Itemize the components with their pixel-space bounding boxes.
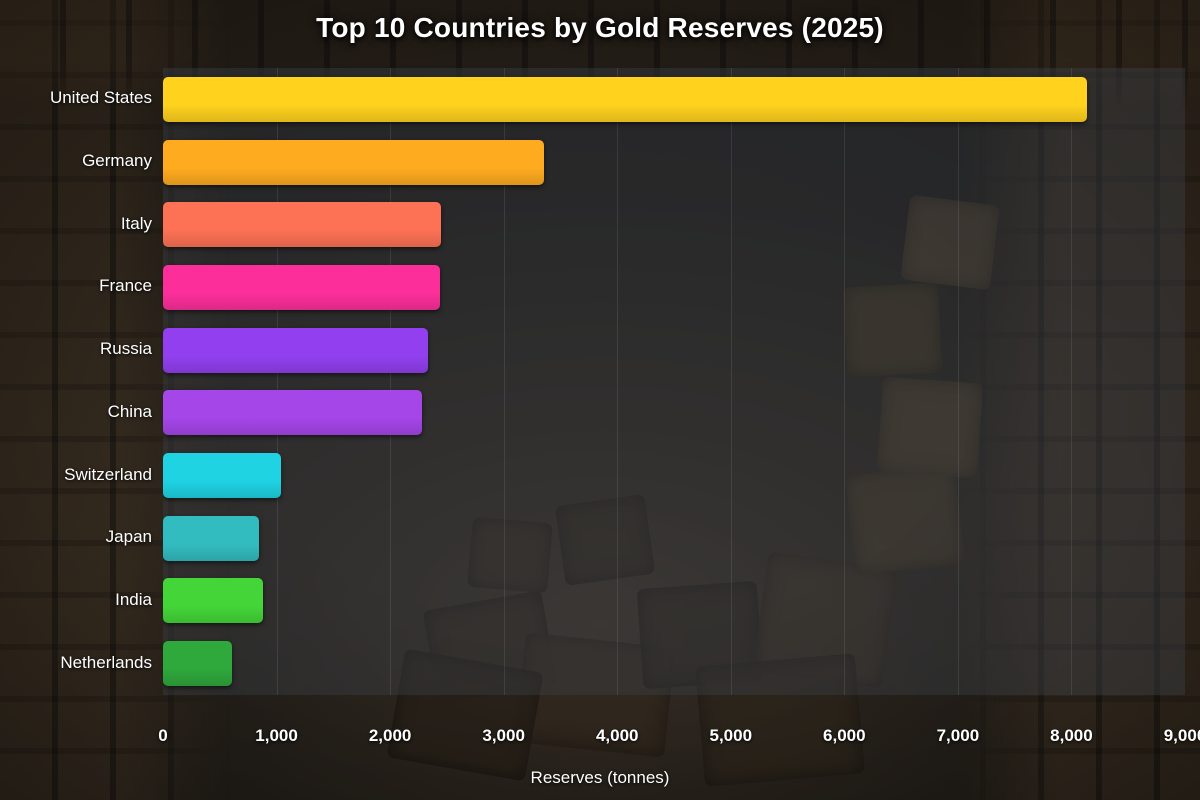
x-axis-tick-label: 2,000 [368, 726, 412, 745]
x-axis-tick-label: 8,000 [1050, 726, 1093, 745]
bar [163, 202, 442, 248]
y-axis-tick-label: Italy [120, 213, 152, 233]
bar [163, 327, 428, 373]
x-axis-tick-label: 3,000 [482, 726, 525, 745]
gridline [730, 68, 732, 695]
y-axis-tick-label: China [107, 401, 152, 421]
y-axis-tick-label: Germany [82, 151, 152, 171]
y-axis-tick-label: India [115, 589, 152, 609]
x-axis-title: Reserves (tonnes) [530, 768, 670, 787]
bar [163, 641, 233, 687]
y-axis-tick-label: Japan [105, 527, 152, 547]
gridline [844, 68, 846, 695]
x-axis-tick-label: 1,000 [255, 726, 298, 745]
x-axis-tick-label: 9,000 [1163, 726, 1200, 745]
plot-area [163, 68, 1185, 695]
bar [163, 390, 422, 436]
y-axis-tick-label: France [99, 276, 152, 296]
x-axis-tick-label: 5,000 [709, 726, 753, 745]
x-axis-tick-label: 4,000 [595, 726, 639, 745]
bar [163, 515, 260, 561]
gridline [957, 68, 959, 695]
chart-title: Top 10 Countries by Gold Reserves (2025) [316, 12, 884, 43]
x-axis-tick-label: 6,000 [823, 726, 866, 745]
gridline [1071, 68, 1073, 695]
y-axis-tick-label: Netherlands [60, 652, 152, 672]
gridline [276, 68, 278, 695]
bar [163, 578, 263, 624]
y-axis-tick-label: Russia [100, 339, 152, 359]
bar [163, 264, 440, 310]
gridline [390, 68, 392, 695]
bar [163, 139, 544, 185]
y-axis-tick-label: United States [49, 88, 152, 108]
bar [163, 76, 1087, 122]
bar [163, 453, 282, 499]
y-axis-tick-label: Switzerland [64, 464, 152, 484]
gridline [503, 68, 505, 695]
x-axis-tick-label: 7,000 [936, 726, 980, 745]
x-axis-tick-label: 0 [158, 726, 168, 745]
gridline [617, 68, 619, 695]
